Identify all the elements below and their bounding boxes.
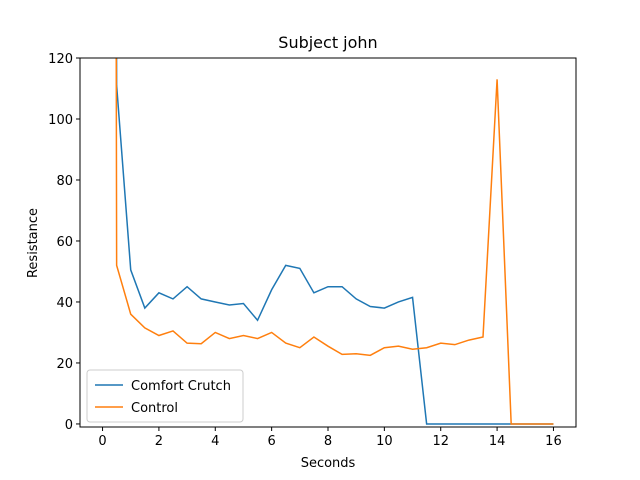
x-tick-label: 16 bbox=[545, 434, 562, 449]
y-tick-label: 20 bbox=[56, 357, 73, 372]
y-axis-label: Resistance bbox=[26, 208, 41, 278]
y-tick-label: 80 bbox=[56, 174, 73, 189]
y-tick-label: 0 bbox=[65, 418, 73, 433]
line bbox=[115, 58, 554, 425]
line bbox=[115, 58, 554, 425]
legend-label: Control bbox=[131, 401, 178, 416]
legend-box bbox=[86, 369, 244, 423]
chart-title: Subject john bbox=[278, 33, 377, 52]
x-tick-label: 4 bbox=[211, 434, 219, 449]
y-tick-label: 100 bbox=[48, 113, 73, 128]
x-tick-label: 14 bbox=[489, 434, 506, 449]
axes-frame bbox=[79, 57, 577, 428]
x-tick-label: 6 bbox=[267, 434, 275, 449]
y-tick-label: 40 bbox=[56, 296, 73, 311]
legend-label: Comfort Crutch bbox=[131, 379, 231, 394]
x-tick-label: 2 bbox=[155, 434, 163, 449]
y-tick-label: 60 bbox=[56, 235, 73, 250]
x-tick-label: 10 bbox=[376, 434, 393, 449]
x-tick-label: 0 bbox=[98, 434, 106, 449]
x-tick-label: 8 bbox=[324, 434, 332, 449]
plot-area bbox=[115, 58, 554, 425]
y-tick-label: 120 bbox=[48, 52, 73, 67]
x-axis-label: Seconds bbox=[301, 456, 356, 471]
x-tick-label: 12 bbox=[432, 434, 449, 449]
